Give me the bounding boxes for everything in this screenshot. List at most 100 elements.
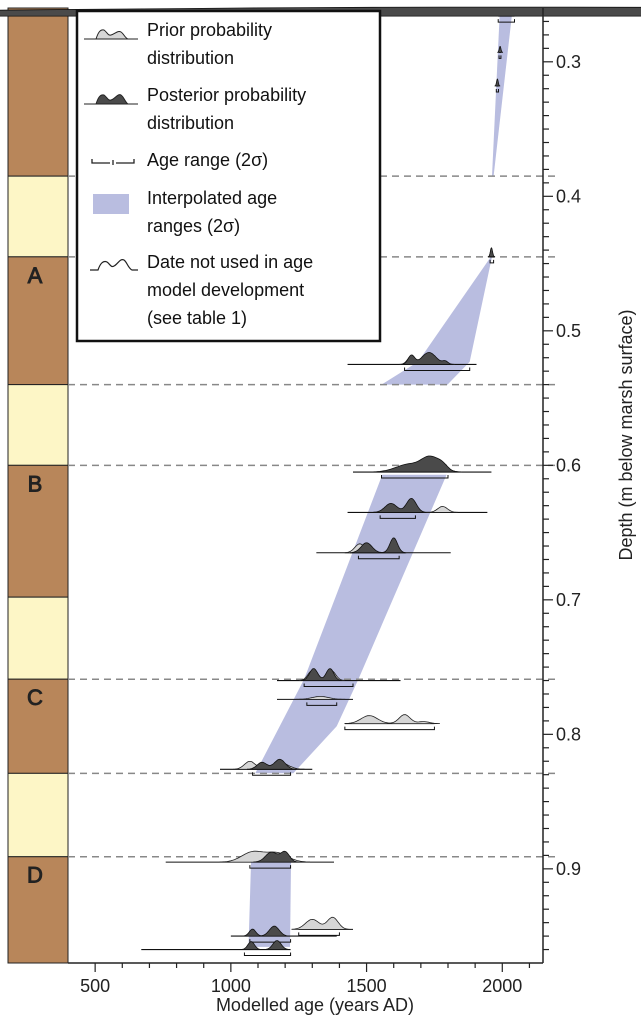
y-tick-label: 0.6 bbox=[556, 455, 581, 475]
age-range-bracket bbox=[381, 475, 449, 479]
unit-block-mud bbox=[7, 7, 69, 177]
age-range-bracket bbox=[249, 865, 292, 869]
unit-block-peat bbox=[7, 596, 69, 680]
unit-block-peat bbox=[7, 175, 69, 258]
age-range-bracket bbox=[306, 702, 338, 706]
posterior-distribution bbox=[487, 247, 496, 258]
legend-label-unused: Date not used in age bbox=[147, 252, 313, 272]
y-tick-label: 0.5 bbox=[556, 321, 581, 341]
x-tick-label: 2000 bbox=[482, 976, 522, 996]
posterior-distribution bbox=[247, 758, 297, 770]
posterior-distribution bbox=[253, 850, 299, 863]
unit-block-mud bbox=[7, 678, 69, 774]
unit-block-peat bbox=[7, 384, 69, 466]
date-marker bbox=[494, 78, 501, 93]
legend-label-age-range: Age range (2σ) bbox=[147, 150, 268, 170]
unused-date-icon bbox=[90, 259, 138, 271]
prior-distribution-icon bbox=[84, 29, 138, 40]
legend-label-posterior: Posterior probability bbox=[147, 85, 306, 105]
age-range-bracket bbox=[298, 932, 340, 936]
date-marker bbox=[347, 352, 477, 371]
axes: 500 1000 1500 2000 0.3 0.4 0.5 0.6 0.7 0.8 0.9 bbox=[68, 8, 581, 996]
posterior-distribution bbox=[401, 352, 454, 365]
date-marker bbox=[316, 537, 451, 560]
legend-label-unused-cont1: model development bbox=[147, 280, 304, 300]
date-marker bbox=[230, 925, 337, 943]
prior-distribution bbox=[344, 714, 440, 724]
date-marker bbox=[497, 46, 503, 59]
legend: Prior probability distribution Posterior… bbox=[75, 9, 382, 343]
legend-label-band: Interpolated age bbox=[147, 188, 277, 208]
unit-block-mud bbox=[7, 856, 69, 964]
y-tick-label: 0.4 bbox=[556, 186, 581, 206]
date-marker bbox=[277, 696, 353, 706]
prior-distribution bbox=[291, 916, 350, 930]
date-marker bbox=[165, 850, 334, 869]
interpolated-band-segment bbox=[248, 856, 292, 947]
interpolated-band-icon bbox=[93, 194, 129, 214]
age-range-bracket bbox=[249, 939, 292, 943]
age-range-bracket bbox=[357, 555, 400, 560]
legend-label-band-cont: ranges (2σ) bbox=[147, 216, 240, 236]
age-range-icon bbox=[91, 159, 135, 165]
posterior-distribution bbox=[497, 46, 503, 53]
legend-item-prior: Prior probability distribution bbox=[84, 20, 272, 68]
unit-label: B bbox=[28, 471, 43, 496]
legend-item-posterior: Posterior probability distribution bbox=[84, 85, 306, 133]
age-range-bracket bbox=[303, 683, 354, 688]
interpolated-band-segment bbox=[492, 16, 512, 177]
age-range-bracket bbox=[379, 515, 416, 519]
posterior-distribution-icon bbox=[84, 94, 138, 105]
date-marker bbox=[141, 940, 292, 957]
posterior-distribution bbox=[301, 668, 342, 681]
stratigraphic-column: A B C D bbox=[7, 7, 69, 964]
y-tick-label: 0.9 bbox=[556, 859, 581, 879]
legend-item-band: Interpolated age ranges (2σ) bbox=[93, 188, 277, 236]
age-range-bracket bbox=[498, 55, 502, 59]
x-axis-title: Modelled age (years AD) bbox=[216, 995, 414, 1015]
unit-block-mud bbox=[7, 464, 69, 598]
age-range-bracket bbox=[497, 19, 515, 23]
date-marker bbox=[347, 497, 488, 519]
y-tick-label: 0.7 bbox=[556, 590, 581, 610]
prior-distribution bbox=[295, 696, 346, 700]
date-marker bbox=[353, 455, 492, 479]
y-axis-title: Depth (m below marsh surface) bbox=[616, 309, 636, 560]
x-tick-label: 1500 bbox=[347, 976, 387, 996]
age-range-bracket bbox=[495, 89, 499, 93]
unit-block-mud bbox=[7, 256, 69, 386]
unit-label: A bbox=[28, 263, 43, 288]
legend-box bbox=[75, 9, 382, 343]
posterior-distribution bbox=[369, 455, 460, 473]
legend-label-unused-cont2: (see table 1) bbox=[147, 308, 247, 328]
interpolated-band-segment bbox=[381, 256, 492, 385]
posterior-distribution bbox=[349, 537, 406, 554]
legend-item-age-range: Age range (2σ) bbox=[91, 150, 268, 170]
legend-label-prior: Prior probability bbox=[147, 20, 272, 40]
posterior-distribution bbox=[494, 78, 501, 87]
y-tick-label: 0.8 bbox=[556, 724, 581, 744]
age-range-bracket bbox=[344, 726, 435, 731]
age-range-bracket bbox=[489, 259, 495, 264]
posterior-distribution bbox=[241, 940, 290, 950]
x-tick-label: 1000 bbox=[211, 976, 251, 996]
y-tick-label: 0.3 bbox=[556, 52, 581, 72]
legend-item-unused: Date not used in age model development (… bbox=[90, 252, 313, 328]
unit-label: C bbox=[27, 685, 43, 710]
legend-label-posterior-cont: distribution bbox=[147, 113, 234, 133]
age-range-bracket bbox=[243, 952, 292, 957]
legend-label-prior-cont: distribution bbox=[147, 48, 234, 68]
interpolated-band-segment bbox=[255, 474, 447, 774]
unit-block-peat bbox=[7, 772, 69, 858]
age-range-bracket bbox=[252, 772, 292, 776]
date-marker bbox=[277, 668, 401, 688]
x-tick-label: 500 bbox=[80, 976, 110, 996]
date-marker bbox=[291, 916, 353, 936]
unit-label: D bbox=[27, 863, 43, 888]
posterior-distribution bbox=[242, 925, 290, 937]
posterior-distribution bbox=[372, 497, 427, 513]
date-marker bbox=[344, 714, 440, 731]
age-range-bracket bbox=[404, 367, 471, 371]
date-marker bbox=[487, 247, 496, 264]
